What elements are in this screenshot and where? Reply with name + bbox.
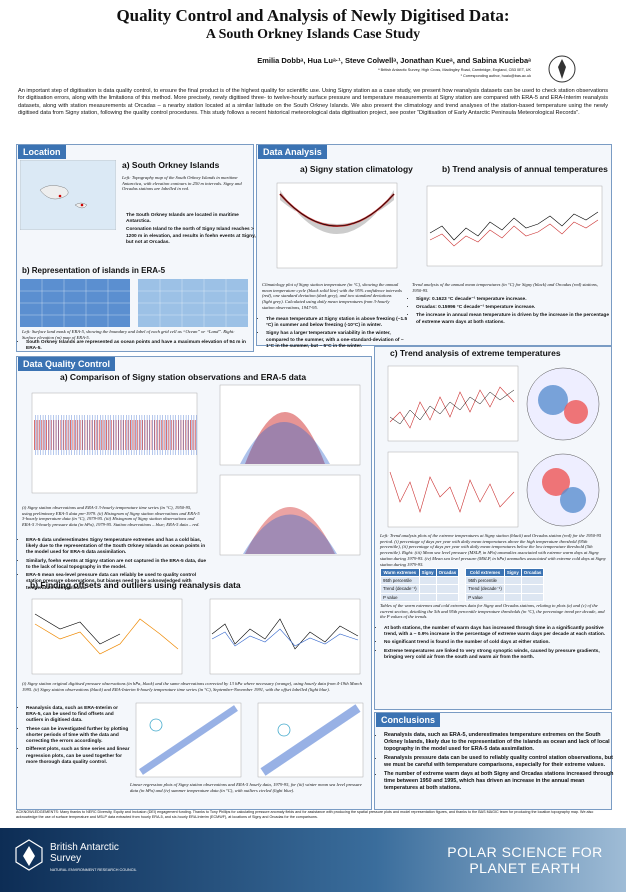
- caption: (i) Signy station original digitised pre…: [22, 681, 362, 692]
- table: Cold extremes Signy Orcadas 95th percentile…: [465, 568, 545, 602]
- panel-title: c) Trend analysis of extreme temperature…: [390, 348, 561, 358]
- tables: Warm extremes Signy Orcadas 95th percentile…: [380, 568, 545, 602]
- table-header: Signy: [418, 568, 437, 577]
- footer: [0, 828, 626, 892]
- bullet: At both stations, the number of warm day…: [384, 626, 614, 638]
- panel-title: a) Comparison of Signy station observati…: [60, 372, 307, 382]
- cell: [435, 576, 460, 585]
- bullet: Signy has a larger temperature variabili…: [266, 331, 411, 350]
- bullet-list: ERA-5 data underestimates Signy temperat…: [18, 538, 211, 594]
- caption: Trend analysis of the annual mean temper…: [412, 282, 598, 293]
- caption: Left: Topography map of the South Orkney…: [122, 175, 242, 192]
- regression-plots: [135, 702, 364, 778]
- table-header: Orcadas: [435, 568, 460, 577]
- annual-trend-plot: [426, 185, 603, 267]
- table-header: Warm extremes: [380, 568, 420, 577]
- offset-plots: [31, 598, 361, 675]
- table-header: Cold extremes: [465, 568, 505, 577]
- section-heading: Data Quality Control: [18, 357, 116, 371]
- logo: [548, 55, 576, 83]
- org-name: British Antarctic Survey: [50, 842, 119, 864]
- cell: [520, 593, 545, 602]
- table: Warm extremes Signy Orcadas 95th percentile…: [380, 568, 460, 602]
- bullet-list: Signy: 0.1623 °C decade⁻¹ temperature in…: [408, 297, 614, 328]
- table-header: Orcadas: [520, 568, 545, 577]
- caption: (i) Signy station observations and ERA-5…: [22, 505, 200, 528]
- section-heading: Conclusions: [376, 713, 441, 727]
- row-label: P value: [380, 593, 420, 602]
- bullet: South Orkney Islands are represented as …: [26, 340, 256, 352]
- bullet: Similarly, foehn events at Signy station…: [26, 559, 211, 571]
- row-label: P value: [465, 593, 505, 602]
- histogram-plots: [219, 384, 361, 556]
- bullet-list: South Orkney Islands are represented as …: [18, 340, 256, 354]
- acknowledgements: ACKNOWLEDGEMENTS: Many thanks to NERC Di…: [16, 810, 594, 819]
- era5-maps: [20, 279, 248, 327]
- cell: [503, 584, 522, 594]
- row-label: 95th percentile: [380, 576, 420, 585]
- cell: [435, 584, 460, 594]
- bullet-list: The mean temperature at Signy station is…: [258, 317, 411, 352]
- cell: [503, 576, 522, 585]
- map: [20, 160, 116, 230]
- climatology-plot: [276, 182, 398, 269]
- subtitle: A South Orkney Islands Case Study: [205, 27, 421, 42]
- panel-title: b) Representation of islands in ERA-5: [22, 266, 166, 275]
- caption: Climatology plot of Signy station temper…: [262, 282, 402, 310]
- cell: [418, 584, 437, 594]
- cell: [503, 593, 522, 602]
- contact: ¹ Corresponding author, hualu@bas.ac.uk: [460, 74, 531, 78]
- bullet: Reanalysis data, such as ERA-Interim or …: [26, 706, 131, 725]
- slogan: POLAR SCIENCE FOR PLANET EARTH: [447, 844, 603, 877]
- bullet-list: At both stations, the number of warm day…: [376, 626, 614, 663]
- caption: Linear regression plots of Signy station…: [130, 782, 362, 793]
- bullet: Reanalysis pressure data can be used to …: [384, 755, 614, 769]
- bullet: These can be investigated further by plo…: [26, 727, 131, 746]
- bullet: The number of extreme warm days at both …: [384, 771, 614, 792]
- cell: [520, 584, 545, 594]
- cell: [435, 593, 460, 602]
- bullet: ERA-5 mean sea-level pressure data can r…: [26, 573, 211, 592]
- cell: [520, 576, 545, 585]
- caption: Left: Surface land mask of ERA-5, showin…: [22, 329, 235, 340]
- abstract: An important step of digitisation is dat…: [18, 88, 608, 116]
- bullet-list: The South Orkney Islands are located in …: [118, 213, 256, 248]
- bullet: The South Orkney Islands are located in …: [126, 213, 239, 225]
- extremes-plots: [387, 365, 600, 528]
- cell: [418, 593, 437, 602]
- authors: Emilia Dobbᵃ, Hua Luᵃ·¹, Steve Colwellᵃ,…: [257, 56, 531, 65]
- bullet: Extreme temperatures are linked to very …: [384, 649, 614, 661]
- title: Quality Control and Analysis of Newly Di…: [116, 6, 510, 25]
- bullet: The increase in annual mean temperature …: [416, 313, 614, 325]
- org-sub: NATURAL ENVIRONMENT RESEARCH COUNCIL: [50, 868, 137, 872]
- caption: Left: Trend analysis plots of the extrem…: [380, 533, 606, 567]
- bullet: ERA-5 data underestimates Signy temperat…: [26, 538, 211, 557]
- bullet-list: Reanalysis data, such as ERA-Interim or …: [18, 706, 131, 768]
- row-label: Trend (decade⁻¹): [465, 584, 505, 594]
- section-heading: Data Analysis: [258, 145, 327, 159]
- section-heading: Location: [18, 145, 66, 159]
- temperature-series-plot: [31, 392, 198, 494]
- row-label: Trend (decade⁻¹): [380, 584, 420, 594]
- bullet-list: Reanalysis data, such as ERA-5, underest…: [376, 732, 614, 794]
- conclusions-panel: [374, 712, 612, 810]
- table-header: Signy: [503, 568, 522, 577]
- bullet: Reanalysis data, such as ERA-5, underest…: [384, 732, 614, 753]
- bullet: Orcadas: 0.15996 °C decade⁻¹ temperature…: [416, 305, 614, 311]
- caption: Tables of the warm extremes and cold ext…: [380, 603, 605, 620]
- cell: [418, 576, 437, 585]
- bullet: The mean temperature at Signy station is…: [266, 317, 411, 329]
- panel-title: a) South Orkney Islands: [122, 160, 220, 170]
- bullet: Different plots, such as time series and…: [26, 747, 131, 766]
- affiliation: ᵃ British Antarctic Survey, High Cross, …: [378, 68, 531, 72]
- bullet: No significant trend is found in the num…: [384, 640, 614, 646]
- panel-title: b) Finding offsets and outliers using re…: [30, 580, 241, 590]
- panel-title: a) Signy station climatology: [300, 164, 413, 174]
- row-label: 95th percentile: [465, 576, 505, 585]
- bullet: Signy: 0.1623 °C decade⁻¹ temperature in…: [416, 297, 614, 303]
- bas-logo: [15, 839, 43, 871]
- panel-title: b) Trend analysis of annual temperatures: [442, 164, 608, 174]
- bullet: Coronation Island to the north of Signy …: [126, 227, 256, 245]
